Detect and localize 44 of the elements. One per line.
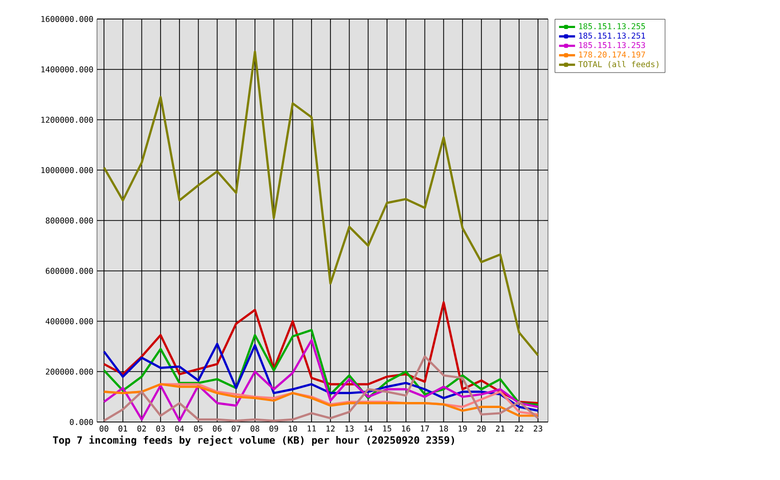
x-tick-label: 05 (194, 426, 203, 432)
x-tick-label: 15 (383, 426, 392, 432)
x-tick-label: 09 (270, 426, 278, 432)
x-tick-label: 14 (364, 426, 373, 432)
x-tick-label: 16 (402, 426, 410, 432)
x-tick-label: 17 (420, 426, 429, 432)
x-tick-label: 07 (232, 426, 240, 432)
x-tick-label: 04 (175, 426, 184, 432)
x-tick-label: 21 (496, 426, 505, 432)
x-tick-label: 02 (137, 426, 146, 432)
y-tick-label: 1400000.000 (41, 66, 93, 72)
y-tick-label: 1200000.000 (41, 116, 93, 123)
line-series (102, 355, 540, 422)
legend-label: TOTAL (all feeds) (578, 60, 658, 68)
x-tick-label: 20 (477, 426, 486, 432)
x-tick-label: 18 (440, 426, 448, 432)
y-tick-label: 1000000.000 (41, 167, 93, 174)
x-tick-label: 22 (514, 426, 524, 432)
x-tick-label: 08 (250, 426, 260, 432)
line-series (102, 339, 540, 422)
x-tick-label: 23 (534, 426, 542, 432)
x-tick-label: 03 (156, 426, 165, 432)
line-series (102, 328, 540, 406)
x-tick-label: 00 (100, 426, 108, 432)
x-tick-label: 01 (118, 426, 128, 432)
x-tick-label: 06 (212, 426, 222, 432)
legend-label: 185.151.13.251 (579, 32, 646, 39)
line-series (102, 342, 540, 412)
text: Top 7 incoming feeds by reject volume (KB) per hour (20250920 2359) (52, 436, 454, 446)
x-tick-label: 12 (326, 426, 335, 432)
legend-label: 185.151.13.255 (579, 23, 645, 30)
y-tick-label: 1600000.000 (41, 16, 93, 22)
x-tick-label: 13 (345, 426, 354, 432)
y-tick-label: 0.000 (70, 418, 93, 426)
x-tick-label: 19 (458, 426, 467, 432)
y-tick-label: 400000.000 (46, 318, 93, 324)
x-tick-label: 10 (288, 426, 297, 432)
y-tick-label: 800000.000 (46, 217, 93, 224)
x-tick-label: 11 (308, 426, 316, 432)
y-tick-label: 200000.000 (46, 368, 93, 375)
y-tick-label: 600000.000 (46, 268, 93, 274)
legend-label: 185.151.13.253 (579, 42, 645, 48)
line-series (102, 50, 540, 356)
legend-label: 178.20.174.197 (579, 52, 645, 58)
